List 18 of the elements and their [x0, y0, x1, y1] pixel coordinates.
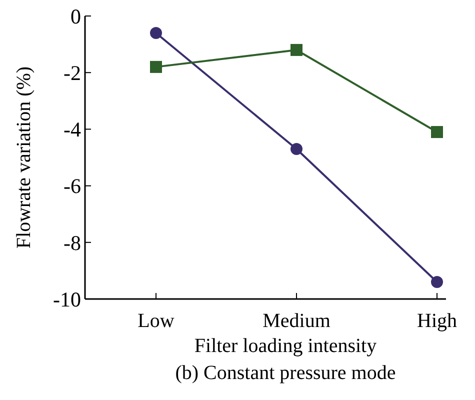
x-tick-label: Low [138, 310, 175, 332]
y-tick-label: -8 [64, 230, 81, 255]
point [431, 276, 443, 288]
point [150, 26, 162, 39]
point [431, 126, 443, 138]
y-tick-label: -2 [64, 60, 81, 85]
point [290, 143, 302, 156]
y-tick-label: -4 [64, 118, 82, 142]
point [150, 60, 162, 73]
x-tick-label: High [417, 310, 457, 332]
y-tick-label: 0 [70, 4, 81, 28]
y-tick-label: -6 [64, 174, 81, 198]
point [290, 44, 302, 56]
x-tick-label: Medium [262, 310, 331, 332]
text: (b) Constant pressure mode [175, 362, 396, 384]
y-tick-label: -10 [53, 287, 81, 312]
x-axis-title: Filter loading intensity [194, 335, 377, 357]
y-axis-title: Flowrate variation (%) [13, 66, 35, 249]
